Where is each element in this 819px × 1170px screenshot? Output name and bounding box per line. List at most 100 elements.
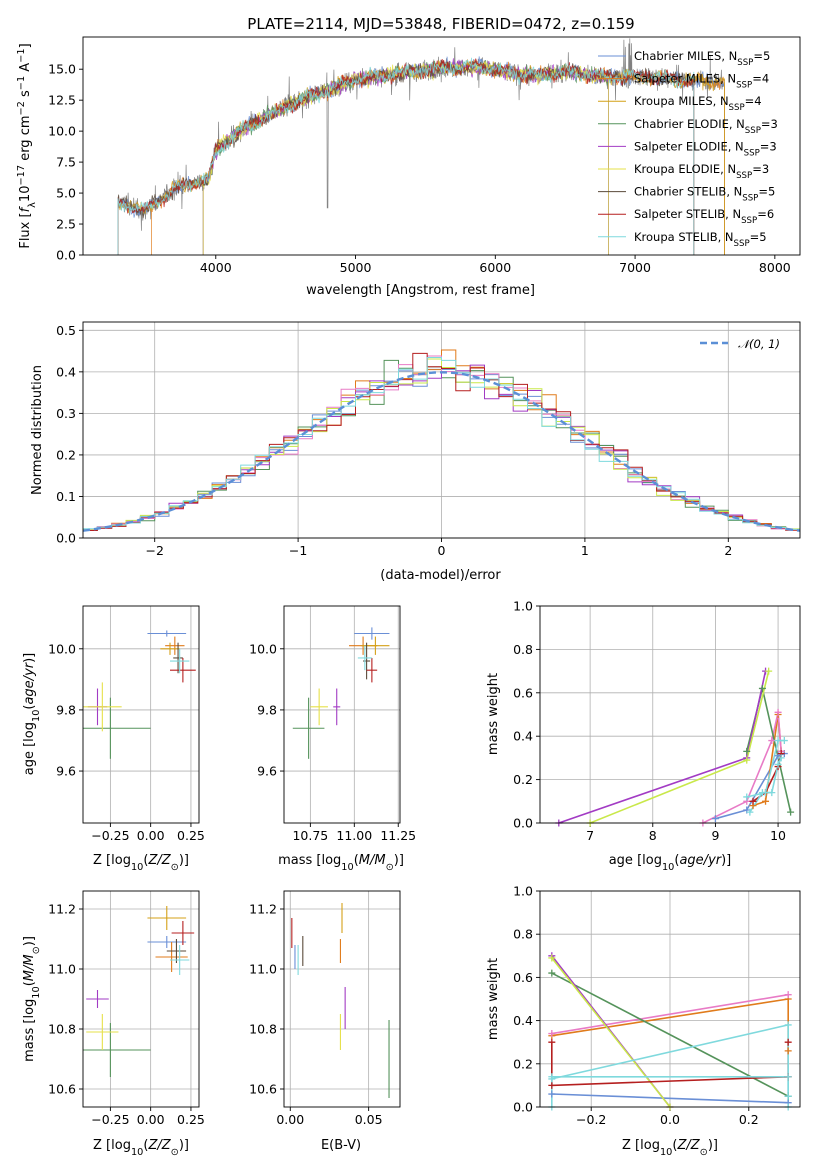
y-tick-label: 0.4 xyxy=(56,364,76,379)
x-tick-label: 0.2 xyxy=(739,1112,759,1127)
weight-marker-9 xyxy=(774,737,782,745)
model-line-3 xyxy=(117,60,725,255)
weight-marker-9 xyxy=(548,1075,556,1083)
x-tick-label: 7 xyxy=(586,828,594,843)
axes-frame xyxy=(82,36,801,256)
x-axis-label: (data-model)/error xyxy=(380,568,501,583)
x-tick-label: 10.75 xyxy=(292,828,328,843)
y-tick-label: 11.2 xyxy=(48,902,76,917)
legend-entry: Chabrier MILES, NSSP=5 xyxy=(634,49,770,68)
model-line-2 xyxy=(151,59,725,255)
weight-marker-7 xyxy=(749,797,757,805)
weight-marker-8 xyxy=(746,808,754,816)
y-tick-label: 9.6 xyxy=(56,764,76,779)
x-tick-label: 4000 xyxy=(200,260,232,275)
x-axis-label: E(B-V) xyxy=(321,1138,361,1153)
model-line-5 xyxy=(202,58,609,255)
x-tick-label: −2 xyxy=(145,543,163,558)
panel-mass-vs-ebv: 0.00 0.05 10.6 10.8 11.0 11.2 E(B-V) xyxy=(249,890,401,1153)
y-tick-label: 0.0 xyxy=(513,816,533,831)
weight-marker-2 xyxy=(762,797,770,805)
y-tick-label: 0.2 xyxy=(513,1056,533,1071)
x-tick-label: 0 xyxy=(438,543,446,558)
x-tick-label: 11.00 xyxy=(336,828,372,843)
y-tick-label: 0.2 xyxy=(56,447,76,462)
weight-marker-6 xyxy=(548,954,556,962)
figure-title: PLATE=2114, MJD=53848, FIBERID=0472, z=0… xyxy=(247,15,634,33)
weight-marker-9 xyxy=(784,1021,792,1029)
legend-entry: 𝒩(0, 1) xyxy=(738,337,780,351)
y-tick-label: 1.0 xyxy=(513,884,533,899)
y-axis-label: mass weight xyxy=(486,958,501,1040)
weight-marker-1 xyxy=(711,815,719,823)
legend-entry: Salpeter MILES, NSSP=4 xyxy=(634,72,769,91)
x-tick-label: 10 xyxy=(770,828,786,843)
plot-area xyxy=(83,349,800,532)
model-line-9 xyxy=(117,57,695,255)
weight-line-6 xyxy=(589,670,770,823)
x-axis-label: mass [log10(M/M⊙)] xyxy=(278,853,404,873)
weight-marker-3 xyxy=(784,991,792,999)
model-line-4 xyxy=(202,59,609,255)
y-tick-label: 0.4 xyxy=(513,729,533,744)
weight-marker-6 xyxy=(743,756,751,764)
panel-age-vs-mass: 10.75 11.00 11.25 9.6 9.8 10.0 mass [log10(M/M… xyxy=(249,605,416,873)
histogram-step-7 xyxy=(83,352,800,531)
histogram-step-8 xyxy=(83,357,800,530)
x-tick-label: 0.00 xyxy=(137,1112,165,1127)
weight-line-1 xyxy=(551,1093,789,1104)
weight-marker-8 xyxy=(784,1073,792,1081)
y-tick-label: 7.5 xyxy=(56,155,76,170)
axes-frame xyxy=(82,321,801,539)
y-tick-label: 10.6 xyxy=(249,1082,277,1097)
x-axis-label: Z [log10(Z/Z⊙)] xyxy=(622,1138,718,1158)
y-tick-label: 15.0 xyxy=(48,62,76,77)
y-tick-label: 5.0 xyxy=(56,186,76,201)
panel-mass-vs-Z: −0.25 0.00 0.25 10.6 10.8 11.0 11.2 Z [log10(Z/… xyxy=(22,890,205,1158)
axes-frame xyxy=(539,605,801,824)
legend-entry: Chabrier ELODIE, NSSP=3 xyxy=(634,117,778,136)
x-tick-label: 0.25 xyxy=(177,828,205,843)
axes-frame xyxy=(283,890,401,1108)
x-tick-label: 8 xyxy=(649,828,657,843)
gaussian-curve xyxy=(83,371,800,532)
y-axis-label: age [log10(age/yr)] xyxy=(22,653,42,776)
weight-marker-6 xyxy=(765,667,773,675)
x-tick-label: 2 xyxy=(724,543,732,558)
y-tick-label: 9.8 xyxy=(56,702,76,717)
x-tick-label: 0.05 xyxy=(355,1112,383,1127)
x-tick-label: −1 xyxy=(289,543,307,558)
y-tick-label: 10.6 xyxy=(48,1082,76,1097)
y-axis-label: Normed distribution xyxy=(30,365,45,495)
x-axis-label: Z [log10(Z/Z⊙)] xyxy=(93,1138,189,1158)
grid xyxy=(284,606,400,823)
weight-marker-9 xyxy=(762,789,770,797)
weight-marker-4 xyxy=(548,969,556,977)
y-axis-label: mass [log10(M/M⊙)] xyxy=(22,936,42,1062)
y-tick-label: 10.0 xyxy=(48,641,76,656)
weight-marker-9 xyxy=(743,793,751,801)
x-tick-label: −0.2 xyxy=(576,1112,606,1127)
y-tick-label: 9.8 xyxy=(257,702,277,717)
weight-marker-3 xyxy=(548,1030,556,1038)
weight-marker-7 xyxy=(784,1038,792,1046)
y-tick-label: 0.3 xyxy=(56,406,76,421)
axes-frame xyxy=(283,605,401,824)
y-axis-label: mass weight xyxy=(486,673,501,755)
x-tick-label: 9 xyxy=(711,828,719,843)
legend-entry: Chabrier STELIB, NSSP=5 xyxy=(634,185,775,204)
panel-weight-vs-age: 7 8 9 10 0.0 0.2 0.4 0.6 0.8 1.0 age [log10(age/yr… xyxy=(486,599,801,873)
x-tick-label: −0.25 xyxy=(91,828,129,843)
y-tick-label: 0.5 xyxy=(56,323,76,338)
weight-marker-3 xyxy=(774,708,782,716)
plot-area xyxy=(291,903,390,1098)
x-tick-label: 6000 xyxy=(479,260,511,275)
y-tick-label: 1.0 xyxy=(513,599,533,614)
y-tick-label: 10.0 xyxy=(249,641,277,656)
y-tick-label: 0.4 xyxy=(513,1013,533,1028)
model-line-6 xyxy=(202,61,609,255)
weight-marker-8 xyxy=(777,754,785,762)
y-tick-label: 2.5 xyxy=(56,217,76,232)
y-tick-label: 0.0 xyxy=(56,248,76,263)
